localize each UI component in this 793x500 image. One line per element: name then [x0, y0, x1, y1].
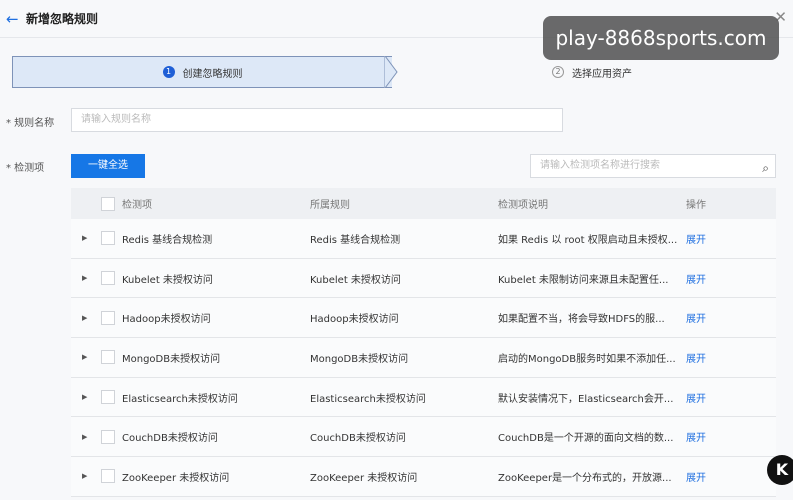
- rule-name: Hadoop未授权访问: [310, 314, 399, 326]
- table-row: ▶ Hadoop未授权访问 Hadoop未授权访问 如果配置不当，将会导致HDF…: [71, 298, 776, 339]
- step-1-number: 1: [162, 66, 175, 78]
- rule-name: Kubelet 未授权访问: [310, 274, 401, 286]
- expand-link[interactable]: 展开: [686, 234, 706, 246]
- expand-caret-icon[interactable]: ▶: [82, 472, 88, 481]
- table-header: 检测项 所属规则 检测项说明 操作: [71, 188, 776, 219]
- item-desc: 启动的MongoDB服务时如果不添加任...: [498, 353, 676, 365]
- step-arrow-icon: [384, 56, 398, 88]
- header-action: 操作: [686, 200, 706, 211]
- table-row: ▶ CouchDB未授权访问 CouchDB未授权访问 CouchDB是一个开源…: [71, 417, 776, 458]
- watermark: play-8868sports.com: [543, 16, 779, 60]
- row-checkbox[interactable]: [101, 390, 115, 405]
- items-table: 检测项 所属规则 检测项说明 操作 ▶ Redis 基线合规检测 Redis 基…: [71, 188, 776, 497]
- row-checkbox[interactable]: [101, 350, 115, 365]
- search-placeholder: 请输入检测项名称进行搜索: [540, 160, 660, 171]
- page-title: 新增忽略规则: [26, 12, 99, 26]
- table-row: ▶ ZooKeeper 未授权访问 ZooKeeper 未授权访问 ZooKee…: [71, 457, 776, 497]
- floating-badge[interactable]: K: [767, 455, 793, 485]
- expand-caret-icon[interactable]: ▶: [82, 432, 88, 441]
- expand-link[interactable]: 展开: [686, 433, 706, 445]
- expand-caret-icon[interactable]: ▶: [82, 234, 88, 243]
- row-checkbox[interactable]: [101, 271, 115, 286]
- row-checkbox[interactable]: [101, 231, 115, 246]
- table-row: ▶ MongoDB未授权访问 MongoDB未授权访问 启动的MongoDB服务…: [71, 338, 776, 378]
- rule-name: MongoDB未授权访问: [310, 353, 409, 365]
- rule-name-input[interactable]: 请输入规则名称: [71, 108, 563, 132]
- rule-name: Redis 基线合规检测: [310, 234, 401, 246]
- rule-name: Elasticsearch未授权访问: [310, 393, 426, 405]
- expand-link[interactable]: 展开: [686, 393, 706, 405]
- step-2: 2 选择应用资产: [552, 56, 632, 88]
- expand-caret-icon[interactable]: ▶: [82, 353, 88, 362]
- select-all-button[interactable]: 一键全选: [71, 154, 145, 178]
- header-item: 检测项: [122, 200, 152, 211]
- item-desc: CouchDB是一个开源的面向文档的数...: [498, 433, 674, 445]
- expand-caret-icon[interactable]: ▶: [82, 313, 88, 322]
- table-row: ▶ Kubelet 未授权访问 Kubelet 未授权访问 Kubelet 未限…: [71, 258, 776, 299]
- item-desc: 如果配置不当，将会导致HDFS的服...: [498, 314, 665, 326]
- rule-name: ZooKeeper 未授权访问: [310, 472, 418, 484]
- rule-name: CouchDB未授权访问: [310, 433, 406, 445]
- row-checkbox[interactable]: [101, 469, 115, 484]
- item-desc: Kubelet 未限制访问来源且未配置任...: [498, 274, 669, 286]
- header-desc: 检测项说明: [498, 200, 548, 211]
- row-checkbox[interactable]: [101, 310, 115, 325]
- step-1-label: 创建忽略规则: [182, 68, 243, 80]
- search-input[interactable]: 请输入检测项名称进行搜索 ⌕: [530, 154, 776, 178]
- header-rule: 所属规则: [310, 200, 350, 211]
- step-2-number: 2: [552, 66, 564, 78]
- item-desc: 如果 Redis 以 root 权限启动且未授权...: [498, 234, 678, 246]
- item-name: ZooKeeper 未授权访问: [122, 472, 230, 484]
- expand-link[interactable]: 展开: [686, 353, 706, 365]
- step-1: 1 创建忽略规则: [12, 56, 392, 88]
- item-name: Redis 基线合规检测: [122, 234, 213, 246]
- items-label: * 检测项: [6, 163, 45, 174]
- expand-link[interactable]: 展开: [686, 274, 706, 286]
- item-desc: 默认安装情况下，Elasticsearch会开...: [498, 393, 674, 405]
- item-name: Kubelet 未授权访问: [122, 274, 213, 286]
- item-name: MongoDB未授权访问: [122, 353, 221, 365]
- table-row: ▶ Elasticsearch未授权访问 Elasticsearch未授权访问 …: [71, 377, 776, 418]
- search-icon[interactable]: ⌕: [762, 161, 769, 175]
- select-all-checkbox[interactable]: [101, 196, 115, 211]
- table-row: ▶ Redis 基线合规检测 Redis 基线合规检测 如果 Redis 以 r…: [71, 219, 776, 259]
- item-desc: ZooKeeper是一个分布式的，开放源...: [498, 472, 672, 484]
- item-name: Hadoop未授权访问: [122, 314, 211, 326]
- step-2-label: 选择应用资产: [572, 68, 632, 80]
- expand-link[interactable]: 展开: [686, 314, 706, 326]
- expand-caret-icon[interactable]: ▶: [82, 274, 88, 283]
- item-name: Elasticsearch未授权访问: [122, 393, 238, 405]
- item-name: CouchDB未授权访问: [122, 433, 218, 445]
- expand-link[interactable]: 展开: [686, 472, 706, 484]
- row-checkbox[interactable]: [101, 429, 115, 444]
- steps: 1 创建忽略规则 2 选择应用资产: [12, 56, 782, 88]
- expand-caret-icon[interactable]: ▶: [82, 393, 88, 402]
- rule-name-label: * 规则名称: [6, 118, 55, 129]
- back-arrow-icon[interactable]: ←: [6, 9, 19, 28]
